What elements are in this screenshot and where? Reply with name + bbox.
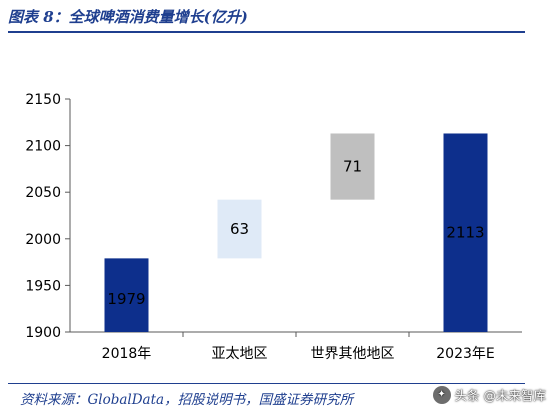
y-tick-label: 1900 — [25, 325, 61, 341]
chart-title: 图表 8：全球啤酒消费量增长(亿升) — [8, 8, 248, 26]
x-tick-label: 世界其他地区 — [311, 346, 395, 362]
title-divider — [8, 31, 525, 33]
y-tick-label: 2100 — [25, 139, 61, 155]
y-tick-label: 2150 — [25, 92, 61, 108]
watermark-text: 头条 @未来智库 — [454, 388, 546, 403]
data-label: 1979 — [107, 290, 145, 308]
y-tick-label: 2050 — [25, 185, 61, 201]
watermark-logo-icon: ✦ — [432, 385, 451, 404]
x-tick-label: 2018年 — [102, 346, 152, 362]
data-label: 2113 — [446, 224, 484, 242]
bar-total — [104, 258, 149, 332]
x-tick-label: 亚太地区 — [212, 346, 268, 362]
data-label: 71 — [343, 158, 362, 176]
source-note: 资料来源：GlobalData，招股说明书，国盛证券研究所 — [20, 392, 354, 408]
bar-total — [443, 133, 488, 332]
watermark: ✦ 头条 @未来智库 — [432, 385, 546, 404]
bar-increase — [217, 199, 262, 259]
x-tick-label: 2023年E — [436, 346, 494, 362]
bar-increase — [330, 133, 375, 200]
y-tick-label: 1950 — [25, 278, 61, 294]
data-label: 63 — [230, 220, 249, 238]
y-tick-label: 2000 — [25, 232, 61, 248]
source-divider — [8, 383, 525, 384]
